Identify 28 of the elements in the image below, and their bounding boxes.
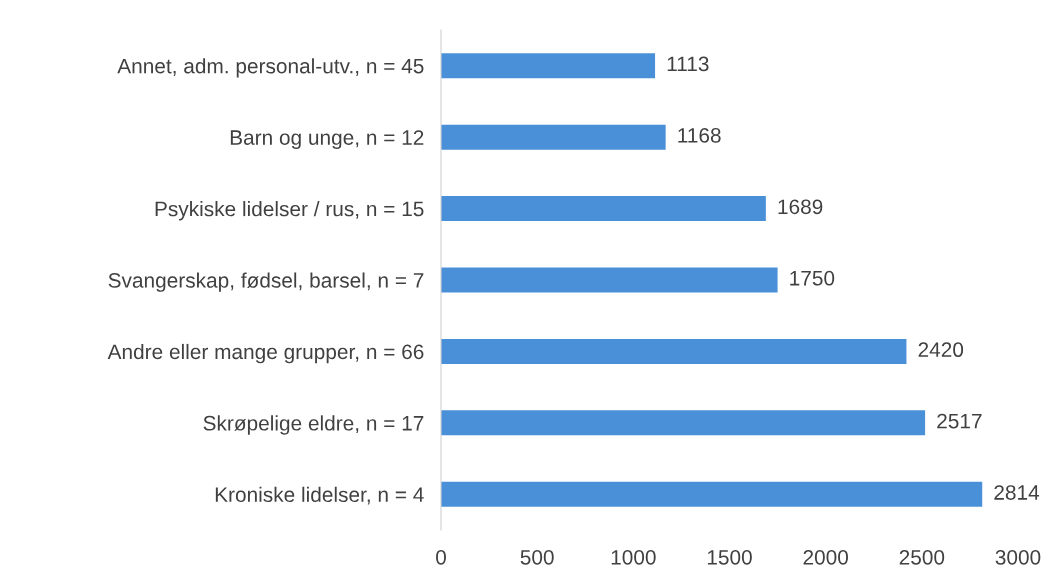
y-tick-label: Annet, adm. personal-utv., n = 45 — [117, 58, 424, 78]
bar — [441, 196, 766, 222]
x-tick-label: 2500 — [899, 549, 945, 565]
y-tick-label: Kroniske lidelser, n = 4 — [215, 486, 424, 505]
bar — [441, 481, 983, 507]
data-label: 2814 — [994, 485, 1040, 500]
data-label: 1689 — [778, 199, 823, 215]
bar — [441, 53, 656, 79]
x-tick-label: 0 — [436, 549, 446, 565]
x-tick-label: 3000 — [995, 549, 1041, 565]
x-tick-label: 1500 — [707, 549, 752, 565]
x-tick-label: 500 — [520, 549, 554, 565]
bar — [441, 338, 907, 364]
data-label: 1168 — [678, 127, 721, 143]
y-tick-label: Psykiske lidelser / rus, n = 15 — [155, 201, 424, 221]
y-tick-label: Svangerskap, fødsel, barsel, n = 7 — [108, 272, 424, 292]
data-label: 1113 — [667, 56, 709, 72]
data-label: 2517 — [937, 413, 982, 429]
y-tick-label: Andre eller mange grupper, n = 66 — [107, 343, 424, 364]
x-tick-label: 2000 — [803, 549, 849, 565]
bar — [441, 410, 926, 436]
y-tick-label: Barn og unge, n = 12 — [230, 130, 424, 150]
data-label: 1750 — [790, 270, 835, 286]
y-tick-label: Skrøpelige eldre, n = 17 — [203, 415, 424, 435]
bar — [441, 124, 666, 150]
bar — [441, 267, 778, 293]
data-label: 2420 — [918, 342, 964, 358]
x-tick-label: 1000 — [611, 549, 656, 565]
